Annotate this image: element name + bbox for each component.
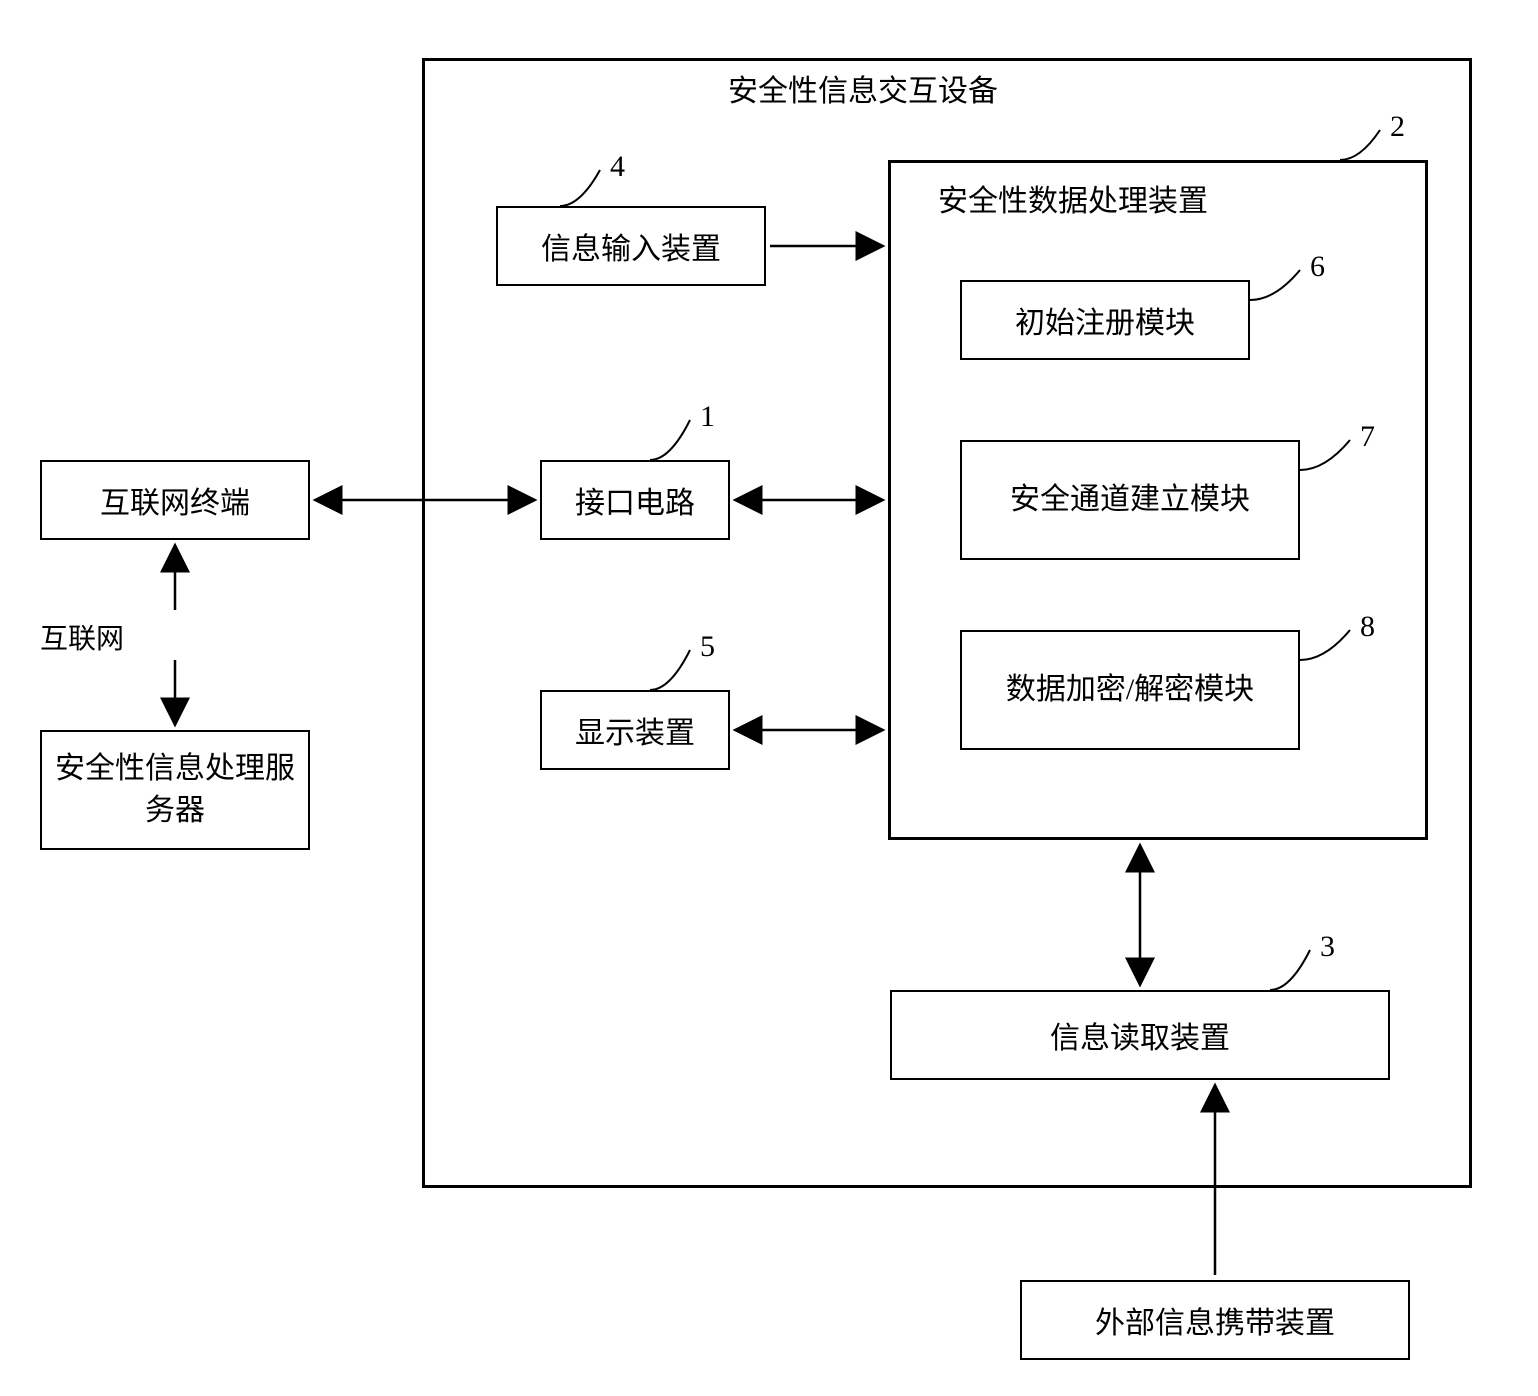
- node-3-label: 信息读取装置: [1050, 1013, 1230, 1057]
- num-3: 3: [1320, 930, 1335, 964]
- leader-2: [1340, 130, 1390, 170]
- num-7: 7: [1360, 420, 1375, 454]
- outer-container-title: 安全性信息交互设备: [720, 66, 1006, 110]
- leader-4: [560, 170, 610, 210]
- num-6: 6: [1310, 250, 1325, 284]
- internet-terminal-label: 互联网终端: [100, 478, 250, 522]
- num-1: 1: [700, 400, 715, 434]
- leader-6: [1250, 270, 1300, 310]
- node-external-device: 外部信息携带装置: [1020, 1280, 1410, 1360]
- node-5-label: 显示装置: [575, 708, 695, 752]
- leader-1: [650, 420, 700, 460]
- node-encrypt-decrypt: 数据加密/解密模块: [960, 630, 1300, 750]
- node-8-label: 数据加密/解密模块: [1006, 669, 1254, 711]
- node-7-label: 安全通道建立模块: [1010, 479, 1250, 521]
- num-2: 2: [1390, 110, 1405, 144]
- node-info-input: 信息输入装置: [496, 206, 766, 286]
- external-device-label: 外部信息携带装置: [1095, 1298, 1335, 1342]
- node-server: 安全性信息处理服务器: [40, 730, 310, 850]
- node-display: 显示装置: [540, 690, 730, 770]
- leader-7: [1300, 440, 1350, 480]
- num-5: 5: [700, 630, 715, 664]
- num-4: 4: [610, 150, 625, 184]
- node-4-label: 信息输入装置: [541, 224, 721, 268]
- node-initial-register: 初始注册模块: [960, 280, 1250, 360]
- node-1-label: 接口电路: [575, 478, 695, 522]
- inner-container-title: 安全性数据处理装置: [930, 176, 1216, 220]
- node-internet-terminal: 互联网终端: [40, 460, 310, 540]
- node-secure-channel: 安全通道建立模块: [960, 440, 1300, 560]
- leader-3: [1270, 950, 1320, 990]
- node-interface-circuit: 接口电路: [540, 460, 730, 540]
- leader-8: [1300, 630, 1350, 670]
- num-8: 8: [1360, 610, 1375, 644]
- server-label: 安全性信息处理服务器: [55, 748, 295, 832]
- node-info-read: 信息读取装置: [890, 990, 1390, 1080]
- node-6-label: 初始注册模块: [1015, 298, 1195, 342]
- internet-edge-label: 互联网: [40, 617, 124, 657]
- leader-5: [650, 650, 700, 690]
